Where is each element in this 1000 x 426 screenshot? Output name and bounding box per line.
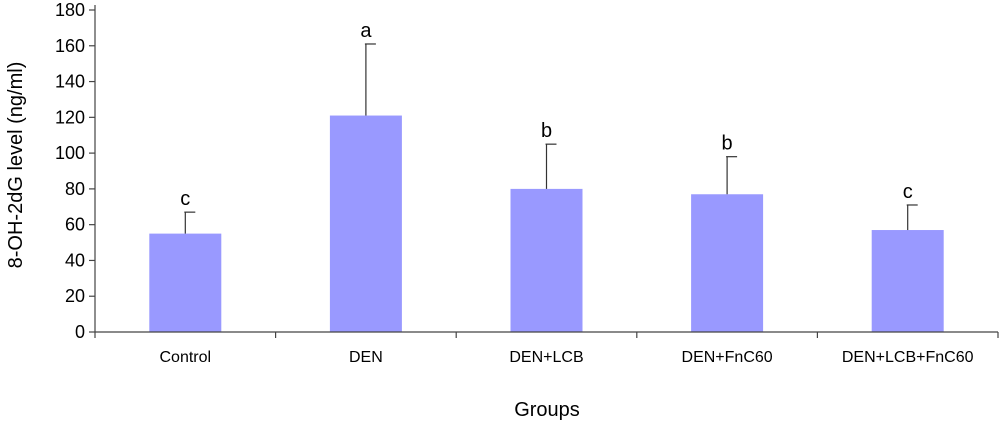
y-tick-label: 60 <box>65 215 85 235</box>
bars-layer <box>149 115 944 333</box>
x-tick-label: DEN+LCB+FnC60 <box>842 349 974 366</box>
significance-labels-layer: c a b b c <box>180 20 912 210</box>
bar-den-lcb <box>510 188 583 332</box>
y-tick-label: 160 <box>55 36 85 56</box>
significance-label: a <box>360 20 372 42</box>
y-ticks-layer: 0 20 40 60 80 100 120 140 160 180 <box>55 0 95 342</box>
x-tick-label: DEN+FnC60 <box>682 349 773 366</box>
bar-den-lcb-fnc60 <box>871 230 944 332</box>
x-tick-label: Control <box>160 349 212 366</box>
error-bars-layer <box>184 43 918 234</box>
x-axis-title: Groups <box>514 399 580 421</box>
y-tick-label: 120 <box>55 107 85 127</box>
y-tick-label: 80 <box>65 179 85 199</box>
bar-den-fnc60 <box>691 194 764 332</box>
y-tick-label: 40 <box>65 250 85 270</box>
y-tick-label: 20 <box>65 286 85 306</box>
y-tick-label: 0 <box>75 322 85 342</box>
significance-label: c <box>903 181 913 203</box>
significance-label: b <box>722 133 733 155</box>
significance-label: b <box>541 120 552 142</box>
y-tick-label: 100 <box>55 143 85 163</box>
y-axis-title: 8-OH-2dG level (ng/ml) <box>5 62 27 269</box>
x-ticks-layer: Control DEN DEN+LCB DEN+FnC60 DEN+LCB+FnC60 <box>94 332 999 366</box>
y-tick-label: 180 <box>55 0 85 20</box>
axes-layer <box>94 5 998 333</box>
bar-control <box>149 233 222 332</box>
y-tick-label: 140 <box>55 72 85 92</box>
significance-label: c <box>180 188 190 210</box>
x-tick-label: DEN <box>349 349 383 366</box>
x-tick-label: DEN+LCB <box>509 349 583 366</box>
bar-den <box>329 115 402 333</box>
